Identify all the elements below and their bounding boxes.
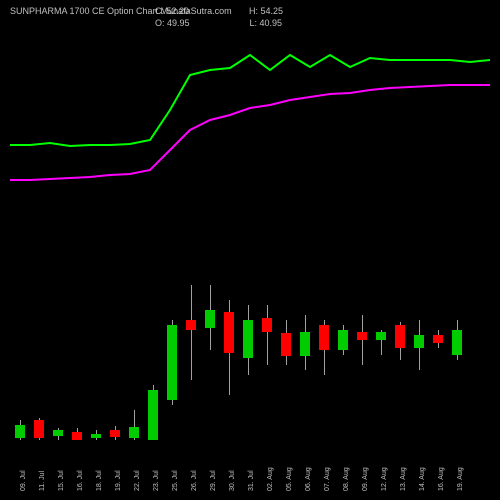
stat-open: O: 49.95	[155, 18, 190, 28]
x-tick-label: 23. Jul	[153, 470, 160, 491]
x-tick-label: 16. Jul	[77, 470, 84, 491]
x-tick-label: 07. Aug	[324, 467, 331, 491]
candle-wick	[267, 305, 268, 365]
x-tick-label: 18. Jul	[96, 470, 103, 491]
x-tick-label: 02. Aug	[267, 467, 274, 491]
x-tick-label: 14. Aug	[419, 467, 426, 491]
candle-body	[452, 330, 462, 355]
candle-body	[129, 427, 139, 438]
candle-wick	[362, 315, 363, 365]
x-axis: 09. Jul 11. Jul 15. Jul 16. Jul 18. Jul 19. J…	[10, 455, 490, 495]
line1	[10, 55, 490, 146]
candle-body	[91, 434, 101, 438]
candle-body	[53, 430, 63, 436]
x-tick-label: 11. Jul	[39, 471, 46, 491]
x-tick-label: 19. Jul	[115, 470, 122, 491]
candle-body	[376, 332, 386, 340]
x-tick-label: 31. Jul	[248, 470, 255, 491]
x-tick-label: 25. Jul	[172, 470, 179, 491]
x-tick-label: 08. Aug	[343, 467, 350, 491]
x-tick-label: 16. Aug	[438, 467, 445, 491]
chart-area	[10, 30, 490, 450]
x-tick-label: 26. Jul	[191, 470, 198, 491]
x-tick-label: 13. Aug	[400, 467, 407, 491]
candle-body	[34, 420, 44, 438]
candle-body	[300, 332, 310, 356]
candle-body	[167, 325, 177, 400]
candle-body	[148, 390, 158, 440]
candle-body	[319, 325, 329, 350]
stat-low: L: 40.95	[250, 18, 283, 28]
candle-body	[357, 332, 367, 340]
candle-body	[262, 318, 272, 332]
x-tick-label: 22. Jul	[134, 470, 141, 491]
chart-stats: C: 52.20 H: 54.25 O: 49.95 L: 40.95	[155, 6, 283, 28]
x-tick-label: 29. Jul	[210, 470, 217, 491]
candle-body	[72, 432, 82, 440]
candle-body	[205, 310, 215, 328]
candle-body	[186, 320, 196, 330]
candle-body	[433, 335, 443, 343]
candle-body	[338, 330, 348, 350]
line-overlay	[10, 30, 490, 230]
stat-high: H: 54.25	[249, 6, 283, 16]
line2	[10, 85, 490, 180]
candle-body	[243, 320, 253, 358]
candle-body	[395, 325, 405, 348]
candle-body	[110, 430, 120, 437]
candle-body	[414, 335, 424, 348]
candle-body	[15, 425, 25, 438]
candle-body	[224, 312, 234, 353]
candlestick-chart	[10, 230, 490, 440]
candle-body	[281, 333, 291, 356]
x-tick-label: 09. Jul	[20, 470, 27, 491]
x-tick-label: 05. Aug	[286, 467, 293, 491]
x-tick-label: 12. Aug	[381, 467, 388, 491]
x-tick-label: 15. Jul	[58, 470, 65, 491]
x-tick-label: 09. Aug	[362, 467, 369, 491]
x-tick-label: 30. Jul	[229, 470, 236, 491]
candle-wick	[191, 285, 192, 380]
stat-close: C: 52.20	[155, 6, 189, 16]
x-tick-label: 06. Aug	[305, 467, 312, 491]
x-tick-label: 19. Aug	[457, 467, 464, 491]
